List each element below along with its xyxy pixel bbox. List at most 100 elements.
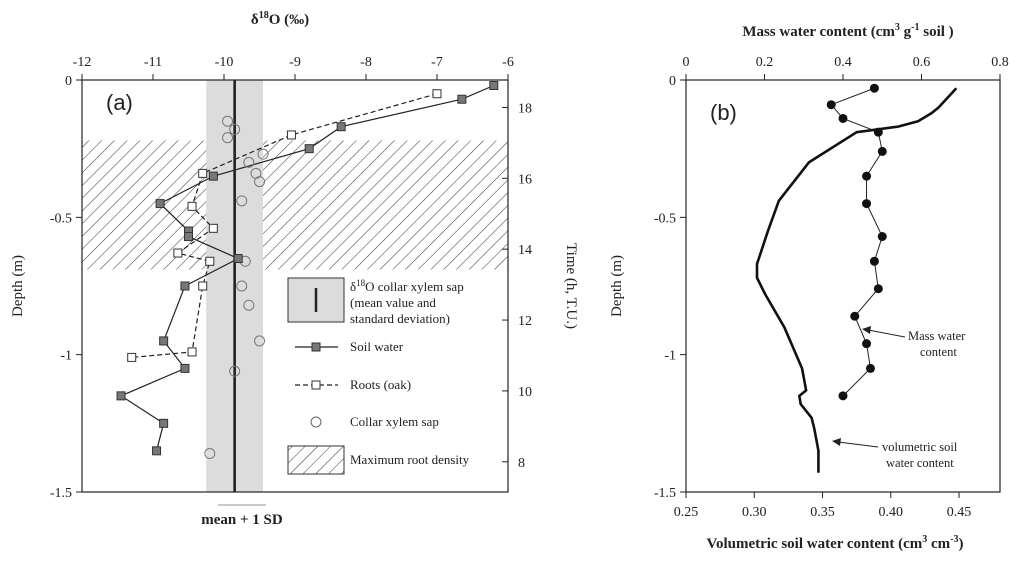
- soil-water-point: [152, 446, 162, 456]
- panel-a-top-axis-title: δ18O (‰): [251, 10, 309, 28]
- legend-soil-water: Soil water: [350, 339, 404, 354]
- collar-sap-point: [204, 448, 216, 460]
- mass-water-point: [877, 232, 887, 242]
- legend-root-density: Maximum root density: [350, 452, 470, 467]
- annotation-mass-water: Mass water content: [862, 326, 966, 359]
- soil-water-point: [184, 232, 193, 242]
- top-tick-label: -9: [289, 55, 301, 70]
- panel-b: 0 0.2 0.4 0.6 0.8 0.25 0.30 0.35 0.40 0.45 0 -0.5 -1…: [609, 22, 1009, 552]
- panel-a-y-axis-title: Depth (m): [10, 255, 26, 317]
- collar-sap-point: [254, 176, 265, 188]
- top-tick-label: -11: [144, 55, 162, 70]
- soil-water-point: [457, 94, 467, 104]
- mean-sd-note: mean + 1 SD: [201, 512, 283, 528]
- b-y-tick-label: 0: [669, 74, 676, 89]
- roots-point: [205, 256, 215, 266]
- mass-water-point: [862, 199, 872, 209]
- panel-a-series: [116, 80, 499, 492]
- mass-water-point: [838, 391, 848, 401]
- b-bottom-tick-label: 0.35: [810, 505, 835, 520]
- y-tick-label: -1.5: [50, 486, 72, 501]
- collar-sap-point: [243, 156, 255, 168]
- panel-a: -12 -11 -10 -9 -8 -7 -60-0.5-1-1.518161412108 …: [10, 10, 579, 528]
- collar-sap-point: [254, 335, 265, 347]
- legend-roots-marker: [311, 380, 321, 390]
- annotation-mass-line2: content: [920, 345, 957, 359]
- mass-water-point: [869, 83, 879, 93]
- b-y-tick-label: -1: [664, 349, 676, 364]
- legend-collar-sd-line1: δ18O collar xylem sap: [350, 278, 464, 294]
- mass-water-line: [830, 87, 883, 397]
- collar-sap-point: [229, 123, 241, 135]
- annotation-mass-line1: Mass water: [908, 329, 966, 343]
- panel-b-y-axis-title: Depth (m): [609, 255, 625, 317]
- y-tick-label: -1: [60, 349, 72, 364]
- time-tick-label: 10: [518, 385, 532, 400]
- mass-water-point: [826, 100, 836, 110]
- root-density-band: [82, 140, 508, 270]
- top-tick-label: -12: [73, 55, 92, 70]
- b-top-tick-label: 0: [683, 55, 690, 70]
- b-top-tick-label: 0.8: [991, 55, 1009, 70]
- soil-water-point: [304, 144, 314, 154]
- soil-water-point: [116, 391, 126, 401]
- time-tick-label: 8: [518, 456, 525, 471]
- roots-point: [286, 130, 296, 140]
- legend-collar-sd-line3: standard deviation): [350, 311, 450, 326]
- top-tick-label: -10: [215, 55, 234, 70]
- top-tick-label: -6: [502, 55, 514, 70]
- b-top-tick-label: 0.6: [913, 55, 931, 70]
- roots-line: [131, 93, 438, 359]
- panel-a-label: (a): [106, 90, 133, 115]
- mass-water-point: [862, 339, 872, 349]
- roots-point: [187, 347, 197, 357]
- soil-water-point: [155, 199, 165, 209]
- panel-b-bottom-axis-title: Volumetric soil water content (cm3 cm-3): [706, 534, 963, 552]
- mass-water-point: [850, 311, 860, 321]
- b-bottom-tick-label: 0.40: [879, 505, 904, 520]
- mass-water-point: [877, 146, 887, 156]
- annotation-volumetric: volumetric soil water content: [832, 438, 958, 470]
- soil-water-point: [180, 363, 190, 373]
- soil-water-point: [180, 281, 190, 291]
- b-y-tick-label: -1.5: [654, 486, 676, 501]
- soil-water-point: [208, 171, 218, 181]
- time-tick-label: 14: [518, 243, 532, 258]
- panel-b-top-axis-title: Mass water content (cm3 g-1 soil ): [742, 22, 953, 40]
- soil-water-point: [159, 336, 169, 346]
- mass-water-point: [865, 363, 875, 373]
- annotation-vol-line2: water content: [886, 456, 954, 470]
- collar-sap-point: [236, 195, 248, 207]
- mass-water-point: [869, 256, 879, 266]
- time-tick-label: 12: [518, 314, 532, 329]
- roots-point: [198, 281, 208, 291]
- roots-point: [198, 168, 208, 178]
- collar-sap-point: [257, 148, 269, 160]
- soil-water-point: [489, 80, 499, 90]
- top-tick-label: -7: [431, 55, 443, 70]
- collar-sap-point: [222, 115, 234, 127]
- time-tick-label: 16: [518, 172, 532, 187]
- y-tick-label: 0: [65, 74, 72, 89]
- panel-b-label: (b): [710, 100, 737, 125]
- b-bottom-tick-label: 0.45: [947, 505, 972, 520]
- collar-sap-point: [243, 299, 255, 311]
- b-top-tick-label: 0.2: [756, 55, 774, 70]
- soil-water-point: [336, 122, 346, 132]
- b-y-tick-label: -0.5: [654, 211, 676, 226]
- legend-collar-sap: Collar xylem sap: [350, 414, 439, 429]
- soil-water-point: [159, 418, 169, 428]
- collar-sap-point: [222, 132, 234, 144]
- roots-point: [208, 223, 218, 233]
- collar-sap-point: [236, 280, 248, 292]
- collar-sap-point: [229, 365, 241, 377]
- legend-collar-sd-line2: (mean value and: [350, 295, 436, 310]
- mass-water-point: [873, 284, 883, 294]
- legend-sap-marker: [310, 416, 322, 428]
- soil-water-point: [233, 254, 243, 264]
- b-bottom-tick-label: 0.30: [742, 505, 767, 520]
- mass-water-point: [862, 171, 872, 181]
- legend-soil-marker: [311, 342, 321, 352]
- b-top-tick-label: 0.4: [834, 55, 852, 70]
